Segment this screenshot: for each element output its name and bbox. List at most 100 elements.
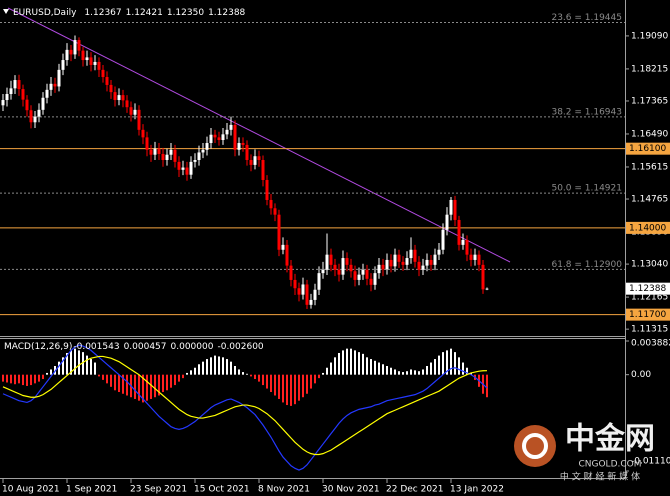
candle-body: [17, 80, 21, 90]
histogram-bar: [270, 374, 272, 393]
histogram-bar: [10, 374, 12, 384]
histogram-bar: [446, 350, 448, 375]
x-tick-label: 1 Sep 2021: [66, 485, 117, 495]
candle-body: [185, 167, 189, 175]
frame: [0, 0, 626, 479]
candle-body: [453, 199, 457, 220]
price-level-box: [626, 142, 670, 155]
histogram-bar: [354, 350, 356, 375]
histogram-bar: [66, 352, 68, 375]
candle-body: [329, 254, 333, 265]
histogram-bar: [38, 374, 40, 382]
histogram-bar: [78, 350, 80, 375]
candle-body: [361, 269, 365, 275]
histogram-bar: [338, 352, 340, 375]
candle-body: [397, 254, 401, 262]
histogram-bar: [90, 359, 92, 375]
ohlc-value: 1.12388: [208, 8, 245, 18]
x-tick-label: 10 Aug 2021: [2, 485, 60, 495]
histogram-bar: [150, 374, 152, 399]
candle-body: [141, 129, 145, 138]
candle-body: [197, 152, 201, 160]
candle-body: [153, 148, 157, 155]
x-tick-label: 15 Oct 2021: [194, 485, 250, 495]
candle-body: [349, 264, 353, 272]
candle-body: [249, 159, 253, 165]
histogram-bar: [370, 359, 372, 375]
histogram-bar: [306, 374, 308, 394]
candle-body: [317, 273, 321, 290]
candle-body: [189, 161, 193, 175]
indicator-line: [2, 344, 488, 471]
histogram-bar: [74, 348, 76, 375]
candle-body: [193, 159, 197, 162]
y-tick-label: 1.11315: [631, 325, 668, 335]
candle-body: [477, 254, 481, 265]
y-tick-label: 0.00: [631, 370, 651, 380]
indicator-name: MACD(12,26,9): [4, 342, 72, 352]
candle-body: [157, 148, 161, 154]
histogram-bar: [166, 374, 168, 391]
candle-body: [101, 69, 105, 78]
candle-body: [137, 109, 141, 130]
histogram-bar: [250, 374, 252, 377]
candle-body: [77, 40, 81, 51]
y-tick-label: 1.16490: [631, 129, 668, 139]
candle-body: [13, 80, 17, 89]
histogram-bar: [114, 374, 116, 391]
histogram-bar: [238, 369, 240, 375]
ohlc-value: 1.12421: [126, 8, 163, 18]
histogram-bar: [462, 362, 464, 375]
histogram-bar: [174, 374, 176, 386]
candle-body: [273, 208, 277, 215]
candle-body: [57, 69, 61, 87]
histogram-bar: [134, 374, 136, 399]
histogram-bar: [258, 374, 260, 382]
candle-body: [169, 149, 173, 155]
candle-body: [301, 284, 305, 295]
histogram-bar: [118, 374, 120, 393]
indicator-value: 0.000457: [124, 342, 167, 352]
histogram-bar: [434, 359, 436, 375]
histogram-bar: [286, 374, 288, 406]
candle-body: [213, 134, 217, 138]
candle-body: [281, 244, 285, 250]
histogram-bar: [438, 355, 440, 375]
candle-body: [481, 264, 485, 290]
histogram-bar: [138, 374, 140, 401]
histogram-bar: [50, 369, 52, 375]
watermark-site: CNGOLD.COM: [578, 460, 641, 470]
histogram-bar: [406, 371, 408, 375]
candle-body: [321, 269, 325, 274]
histogram-bar: [22, 374, 24, 386]
candle-body: [225, 129, 229, 135]
candle-body: [265, 179, 269, 200]
histogram-bar: [278, 374, 280, 399]
candle-body: [469, 254, 473, 260]
candle-body: [433, 254, 437, 265]
logo: [514, 425, 556, 467]
candle-body: [393, 254, 397, 267]
histogram-bar: [170, 374, 172, 388]
histogram-bar: [342, 350, 344, 375]
candle-body: [109, 84, 113, 93]
candle-body: [357, 274, 361, 280]
candle-body: [89, 57, 93, 65]
candle-body: [269, 199, 273, 209]
histogram-bar: [110, 374, 112, 387]
candle-body: [25, 99, 29, 111]
candle-body: [253, 156, 257, 165]
histogram-bar: [58, 361, 60, 375]
candle-body: [461, 239, 465, 245]
candle-body: [5, 93, 9, 101]
candle-body: [65, 49, 69, 61]
candle-body: [365, 269, 369, 279]
histogram-bar: [254, 374, 256, 380]
histogram-bar: [234, 366, 236, 375]
candle-body: [445, 214, 449, 230]
histogram-bar: [194, 367, 196, 375]
price-level-label: 1.14000: [629, 223, 666, 233]
histogram-bar: [382, 364, 384, 375]
candle-body: [485, 288, 489, 290]
